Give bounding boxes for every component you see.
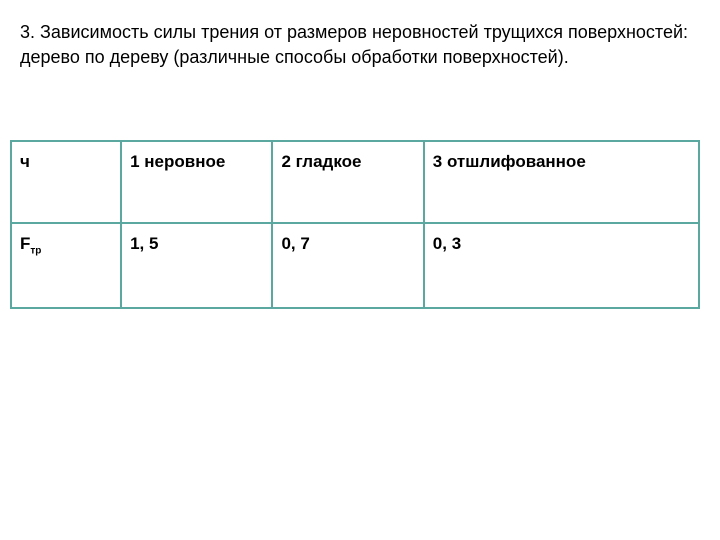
data-row-label: Fтр — [11, 223, 121, 307]
header-row-label: ч — [11, 141, 121, 223]
data-cell: 1, 5 — [121, 223, 272, 307]
column-header: 3 отшлифованное — [424, 141, 699, 223]
column-header: 2 гладкое — [272, 141, 423, 223]
data-cell: 0, 7 — [272, 223, 423, 307]
column-header: 1 неровное — [121, 141, 272, 223]
page-title: 3. Зависимость силы трения от размеров н… — [10, 20, 700, 70]
table-header-row: ч 1 неровное 2 гладкое 3 отшлифованное — [11, 141, 699, 223]
table-data-row: Fтр 1, 5 0, 7 0, 3 — [11, 223, 699, 307]
data-cell: 0, 3 — [424, 223, 699, 307]
data-table: ч 1 неровное 2 гладкое 3 отшлифованное F… — [10, 140, 700, 308]
